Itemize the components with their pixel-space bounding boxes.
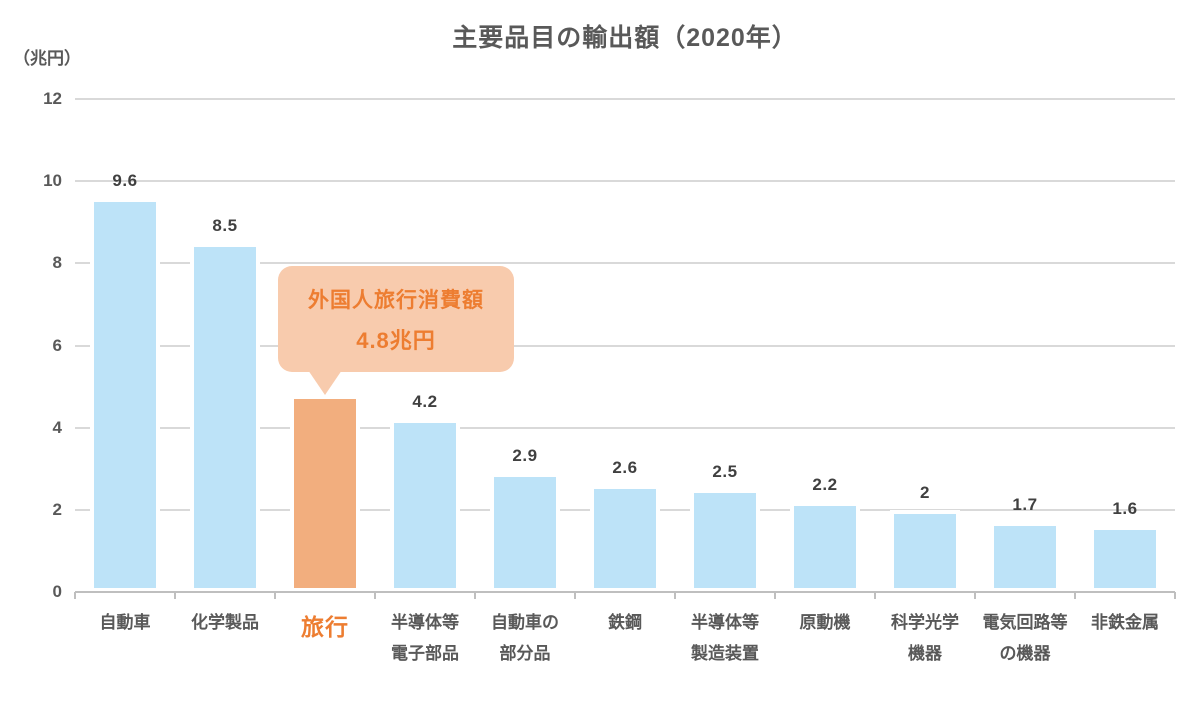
x-axis-tick bbox=[1074, 592, 1076, 599]
bar-非鉄金属 bbox=[1090, 526, 1160, 592]
x-axis-tick bbox=[74, 592, 76, 599]
chart-title: 主要品目の輸出額（2020年） bbox=[452, 24, 798, 52]
x-axis-category-label-line: 化学製品 bbox=[191, 613, 259, 632]
x-axis-category-label-line: 鉄鋼 bbox=[608, 613, 642, 632]
gridline bbox=[75, 426, 1175, 429]
bar-value-label: 2.6 bbox=[612, 458, 638, 477]
bar-value-label: 2.2 bbox=[812, 475, 838, 494]
highlight-category-label-text: 旅行 bbox=[301, 614, 349, 640]
x-axis-category-label-line: 半導体等 bbox=[391, 613, 459, 632]
bar-value-label: 1.6 bbox=[1112, 499, 1138, 518]
y-axis-tick-label: 8 bbox=[52, 253, 62, 273]
x-axis-category-label-line: の機器 bbox=[999, 644, 1051, 663]
bar-化学製品 bbox=[190, 243, 260, 592]
x-axis-category-label: 自動車の 部分品 bbox=[465, 607, 585, 669]
bar-科学光学機器 bbox=[890, 510, 960, 592]
x-axis-category-label-line: 科学光学 bbox=[891, 613, 959, 632]
bar-value-label: 1.7 bbox=[1012, 495, 1038, 514]
plot-area: 9.6 8.5 4.2 2.9 2.6 2.5 2.2 2 1.7 1.6 bbox=[74, 98, 1176, 599]
x-axis-tick bbox=[974, 592, 976, 599]
x-axis-tick bbox=[374, 592, 376, 599]
bar-電気回路等の機器 bbox=[990, 522, 1060, 592]
annotation-tail bbox=[308, 370, 342, 395]
y-axis-tick-label: 10 bbox=[43, 171, 62, 191]
x-axis-category-label: 科学光学 機器 bbox=[865, 607, 985, 669]
x-axis-line bbox=[75, 591, 1175, 593]
bar-value-label: 2.9 bbox=[512, 446, 538, 465]
x-axis-category-label-line: 製造装置 bbox=[691, 644, 759, 663]
x-axis-tick bbox=[574, 592, 576, 599]
y-axis-tick-label: 12 bbox=[43, 89, 62, 108]
bar-半導体等製造装置 bbox=[690, 489, 760, 592]
x-axis-category-label-line: 自動車の bbox=[491, 613, 559, 632]
x-axis-category-label: 非鉄金属 bbox=[1065, 607, 1185, 638]
x-axis-tick bbox=[274, 592, 276, 599]
x-axis-category-label-line: 半導体等 bbox=[691, 613, 759, 632]
x-axis-category-label-line: 部分品 bbox=[499, 644, 551, 663]
x-axis-tick bbox=[774, 592, 776, 599]
annotation-bubble: 外国人旅行消費額 4.8兆円 bbox=[278, 266, 514, 372]
bar-value-label: 8.5 bbox=[212, 216, 238, 235]
x-axis-tick bbox=[1174, 592, 1176, 599]
x-axis-category-label: 電気回路等 の機器 bbox=[965, 607, 1085, 669]
y-axis-tick-label: 4 bbox=[52, 417, 62, 437]
bar-value-label: 9.6 bbox=[112, 171, 138, 190]
y-axis-unit-label: （兆円） bbox=[13, 49, 81, 68]
x-axis-tick bbox=[474, 592, 476, 599]
bar-value-label: 2.5 bbox=[712, 462, 738, 481]
x-axis-category-label-line: 自動車 bbox=[99, 613, 151, 632]
x-axis-tick bbox=[874, 592, 876, 599]
bar-value-label: 4.2 bbox=[412, 392, 438, 411]
gridline bbox=[75, 344, 1175, 347]
x-axis-category-label: 鉄鋼 bbox=[565, 607, 685, 638]
gridline bbox=[75, 98, 1175, 100]
bar-自動車の部分品 bbox=[490, 473, 560, 592]
x-axis-category-label: 自動車 bbox=[65, 607, 185, 638]
x-axis-category-label: 化学製品 bbox=[165, 607, 285, 638]
bar-鉄鋼 bbox=[590, 485, 660, 592]
x-axis-category-label-line: 非鉄金属 bbox=[1091, 613, 1159, 632]
bar-value-label: 2 bbox=[920, 483, 930, 502]
bar-highlighted-旅行 bbox=[290, 395, 360, 592]
x-axis-category-label: 半導体等 電子部品 bbox=[365, 607, 485, 669]
bar-自動車 bbox=[90, 198, 160, 592]
x-axis-category-label-line: 機器 bbox=[908, 644, 942, 663]
y-axis-tick-label: 6 bbox=[52, 335, 62, 355]
x-axis-category-label-line: 電子部品 bbox=[391, 644, 459, 663]
x-axis-category-label: 原動機 bbox=[765, 607, 885, 638]
highlight-category-label: 旅行 bbox=[284, 597, 366, 653]
x-axis-tick bbox=[174, 592, 176, 599]
bar-原動機 bbox=[790, 502, 860, 592]
gridline bbox=[75, 180, 1175, 183]
x-axis-category-label-line: 原動機 bbox=[799, 613, 851, 632]
annotation-line-2: 4.8兆円 bbox=[356, 327, 436, 353]
gridline bbox=[75, 262, 1175, 265]
x-axis-category-label-line: 電気回路等 bbox=[982, 613, 1068, 632]
x-axis-tick bbox=[674, 592, 676, 599]
y-axis-tick-label: 0 bbox=[52, 582, 62, 601]
x-axis-category-label: 半導体等 製造装置 bbox=[665, 607, 785, 669]
bar-半導体等電子部品 bbox=[390, 419, 460, 592]
y-axis-tick-label: 2 bbox=[52, 499, 62, 519]
annotation-line-1: 外国人旅行消費額 bbox=[308, 288, 484, 312]
